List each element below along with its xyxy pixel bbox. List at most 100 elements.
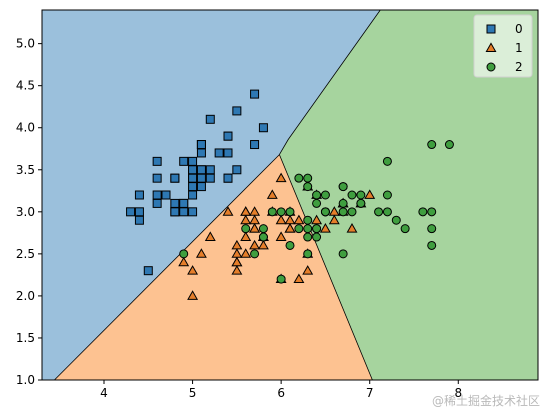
point-class-0-22: [152, 156, 162, 166]
point-class-2-46: [303, 249, 313, 259]
x-tick-label-8: 8: [454, 386, 462, 400]
point-class-0-21: [196, 148, 206, 158]
y-tick-label-1.5: 1.5: [16, 331, 35, 345]
point-class-1-47: [293, 214, 305, 225]
point-class-0-18: [250, 140, 260, 150]
region-class-2: [279, 10, 538, 380]
x-tick-label-5: 5: [189, 386, 197, 400]
y-tick-label-3.5: 3.5: [16, 163, 35, 177]
point-class-2-23: [303, 232, 313, 242]
point-class-0-23: [196, 182, 206, 192]
point-class-0-17: [196, 165, 206, 175]
point-class-2-19: [276, 274, 286, 284]
point-class-2-18: [427, 240, 437, 250]
point-class-2-0: [303, 182, 313, 192]
point-class-0-31: [223, 173, 233, 183]
legend-box: [473, 14, 533, 78]
plot-frame: [41, 9, 539, 381]
point-class-1-43: [187, 265, 199, 275]
point-class-1-10: [187, 290, 199, 300]
point-class-2-11: [312, 232, 322, 242]
point-class-2-40: [338, 198, 348, 208]
point-class-1-0: [364, 189, 376, 199]
legend-label-1: 1: [515, 41, 523, 55]
point-class-1-34: [222, 206, 234, 216]
point-class-0-10: [223, 148, 233, 158]
point-class-0-6: [152, 173, 162, 183]
point-class-0-14: [258, 123, 268, 133]
point-class-2-38: [276, 207, 286, 217]
point-class-2-8: [338, 249, 348, 259]
point-class-1-24: [311, 214, 323, 225]
point-class-2-49: [267, 207, 277, 217]
point-class-1-49: [249, 222, 261, 233]
point-class-1-44: [240, 231, 252, 241]
point-class-2-17: [427, 140, 437, 150]
y-axis: 1.0 1.5 2.0 2.5 3.0 3.5 4.0 4.5 5.0: [16, 37, 42, 387]
point-class-1-8: [328, 214, 340, 225]
boundary-line-2: [279, 9, 381, 155]
point-class-0-36: [232, 165, 242, 175]
point-class-2-42: [258, 232, 268, 242]
region-class-0: [42, 10, 381, 380]
point-class-2-44: [338, 182, 348, 192]
point-class-0-35: [188, 190, 198, 200]
legend-marker-2: [486, 62, 496, 72]
legend-label-0: 0: [515, 22, 523, 36]
point-class-2-43: [347, 190, 357, 200]
legend-marker-1: [485, 42, 497, 52]
legend-marker-0: [486, 24, 496, 34]
point-class-2-33: [303, 224, 313, 234]
point-class-0-48: [214, 148, 224, 158]
point-class-1-38: [240, 206, 252, 216]
point-class-2-21: [241, 224, 251, 234]
point-class-2-25: [382, 190, 392, 200]
point-class-0-32: [205, 114, 215, 124]
point-class-2-13: [250, 249, 260, 259]
y-tick-label-4.5: 4.5: [16, 79, 35, 93]
point-class-2-48: [294, 173, 304, 183]
point-class-0-38: [134, 207, 144, 217]
point-class-0-25: [188, 207, 198, 217]
point-class-0-46: [196, 140, 206, 150]
point-class-2-37: [312, 198, 322, 208]
point-class-1-7: [178, 256, 190, 267]
point-class-2-20: [356, 190, 366, 200]
point-class-2-6: [179, 249, 189, 259]
point-class-2-22: [427, 224, 437, 234]
point-class-1-33: [275, 231, 287, 241]
y-tick-label-4.0: 4.0: [16, 121, 35, 135]
point-class-0-13: [126, 207, 136, 217]
point-class-1-19: [240, 248, 252, 258]
y-tick-label-1.0: 1.0: [16, 373, 35, 387]
point-class-1-28: [275, 214, 287, 225]
point-class-0-39: [196, 173, 206, 183]
point-class-2-15: [312, 190, 322, 200]
point-class-2-9: [382, 156, 392, 166]
boundary-line-1: [279, 154, 373, 381]
point-class-2-7: [391, 215, 401, 225]
point-class-0-16: [223, 131, 233, 141]
point-class-2-5: [418, 207, 428, 217]
point-class-1-20: [266, 189, 278, 199]
point-class-0-37: [179, 156, 189, 166]
point-class-1-25: [328, 206, 340, 216]
point-class-1-39: [231, 248, 243, 258]
point-class-2-3: [303, 215, 313, 225]
y-tick-label-2.5: 2.5: [16, 247, 35, 261]
decision-regions: [42, 10, 538, 380]
point-class-1-29: [249, 239, 261, 250]
point-class-0-27: [205, 165, 215, 175]
point-class-1-42: [257, 239, 269, 250]
point-class-0-28: [205, 173, 215, 183]
data-points: [126, 89, 454, 300]
point-class-0-4: [188, 156, 198, 166]
point-class-0-24: [170, 173, 180, 183]
boundary-line-0: [54, 154, 280, 381]
point-class-2-27: [285, 207, 295, 217]
point-class-0-34: [179, 198, 189, 208]
point-class-0-26: [188, 173, 198, 183]
watermark: @稀土掘金技术社区: [431, 394, 540, 408]
point-class-1-48: [195, 248, 207, 258]
point-class-0-3: [152, 198, 162, 208]
